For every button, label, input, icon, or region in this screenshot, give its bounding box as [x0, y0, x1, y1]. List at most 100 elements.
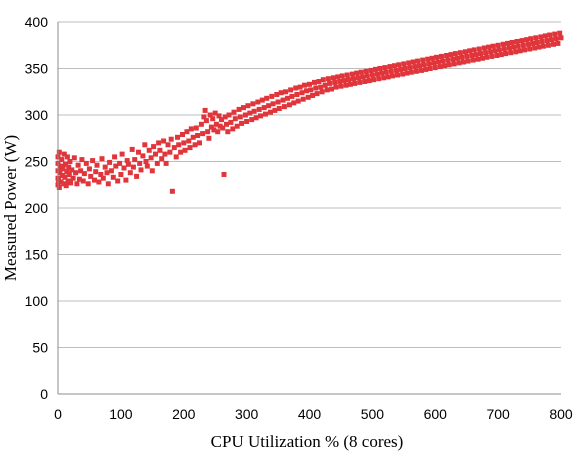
data-point: [208, 124, 214, 130]
x-tick-label: 600: [424, 406, 448, 422]
data-point: [440, 58, 446, 64]
data-point: [385, 74, 391, 80]
data-point: [85, 181, 91, 187]
data-point: [258, 113, 263, 119]
data-point: [364, 73, 370, 79]
data-point: [162, 151, 168, 157]
data-point: [451, 61, 457, 67]
data-point: [511, 44, 517, 50]
data-point: [247, 110, 253, 116]
data-point: [86, 166, 92, 172]
data-point: [148, 155, 154, 161]
data-point: [105, 181, 111, 187]
data-point: [104, 170, 110, 176]
data-point: [134, 173, 140, 179]
data-point: [533, 35, 539, 41]
data-point: [445, 57, 451, 63]
y-tick-label: 0: [40, 386, 48, 402]
data-point: [354, 70, 360, 76]
data-point: [294, 92, 300, 97]
data-point: [242, 112, 248, 118]
data-point: [140, 153, 146, 159]
data-point: [165, 142, 171, 148]
data-point: [520, 42, 526, 48]
data-point: [71, 155, 77, 161]
data-point: [401, 61, 407, 67]
data-point: [534, 40, 540, 45]
data-point: [278, 90, 284, 96]
data-point: [234, 123, 240, 129]
data-point: [530, 40, 536, 46]
data-point: [358, 69, 364, 75]
y-tick-label: 250: [25, 154, 49, 170]
data-point: [316, 79, 322, 84]
data-point: [231, 109, 237, 115]
data-point: [371, 77, 377, 83]
data-point: [435, 59, 441, 65]
data-point: [496, 47, 502, 53]
data-point: [393, 67, 399, 73]
data-point: [272, 107, 278, 113]
data-point: [169, 188, 175, 194]
data-point: [178, 149, 184, 155]
data-point: [357, 79, 363, 85]
data-point: [523, 37, 529, 43]
data-point: [192, 142, 198, 148]
data-point: [391, 63, 397, 69]
data-point: [56, 185, 62, 190]
data-point: [527, 46, 533, 52]
axes: [57, 22, 561, 395]
data-point: [80, 178, 86, 184]
data-point: [118, 172, 124, 177]
data-point: [157, 147, 163, 153]
data-point: [197, 140, 202, 146]
data-point: [302, 82, 307, 88]
data-point: [127, 170, 133, 176]
data-point: [249, 117, 255, 123]
data-point: [289, 93, 295, 99]
data-point: [280, 97, 286, 103]
data-point: [450, 56, 456, 62]
data-point: [519, 38, 525, 44]
data-point: [245, 103, 251, 109]
data-point: [212, 110, 218, 116]
data-point: [167, 149, 173, 155]
data-point: [264, 95, 270, 101]
data-point: [237, 114, 243, 120]
data-point: [293, 85, 299, 91]
data-point: [276, 106, 282, 111]
data-point: [544, 38, 550, 44]
data-point: [387, 64, 393, 70]
x-tick-label: 500: [361, 406, 385, 422]
data-point: [413, 68, 419, 74]
data-point: [263, 111, 268, 117]
data-point: [513, 49, 519, 55]
data-point: [251, 108, 257, 114]
data-point: [379, 70, 385, 76]
data-point: [125, 161, 131, 167]
data-point: [506, 45, 512, 51]
data-point: [58, 163, 63, 169]
data-point: [124, 158, 130, 164]
data-point: [396, 62, 402, 68]
data-point: [479, 55, 485, 61]
data-point: [275, 99, 281, 105]
data-point: [261, 105, 267, 111]
data-point: [239, 120, 245, 126]
data-point: [219, 117, 224, 123]
data-point: [64, 154, 70, 160]
data-point: [253, 115, 259, 121]
data-point: [417, 63, 422, 69]
data-point: [76, 176, 82, 182]
data-point: [81, 171, 87, 177]
data-point: [532, 45, 538, 51]
data-point: [281, 104, 287, 110]
data-point: [90, 158, 96, 164]
data-point: [305, 94, 311, 100]
data-point: [310, 93, 316, 98]
data-point: [483, 50, 489, 56]
data-point: [144, 163, 150, 169]
data-point: [159, 156, 165, 162]
data-point: [442, 63, 448, 69]
data-point: [68, 180, 74, 186]
